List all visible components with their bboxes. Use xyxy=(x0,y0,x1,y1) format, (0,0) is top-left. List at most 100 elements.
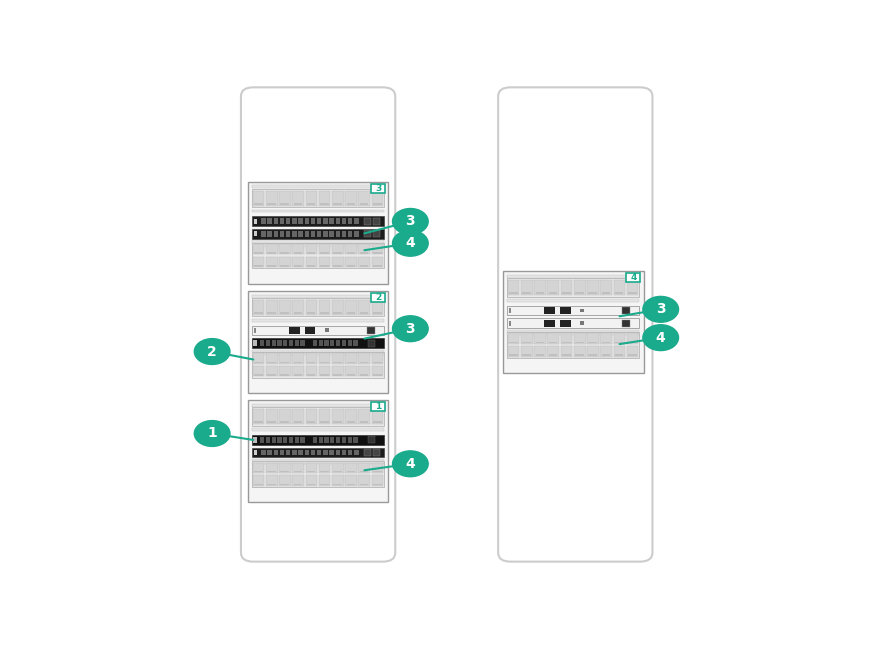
Bar xyxy=(252,229,384,239)
Bar xyxy=(373,230,380,237)
Bar xyxy=(252,189,384,207)
Bar xyxy=(372,475,383,486)
Bar xyxy=(307,312,315,314)
Bar xyxy=(305,191,317,206)
Bar xyxy=(522,355,531,356)
Bar xyxy=(372,257,383,267)
Text: 3: 3 xyxy=(656,303,666,316)
Bar xyxy=(573,333,586,344)
Bar xyxy=(252,339,384,348)
Bar xyxy=(277,340,281,346)
Bar xyxy=(253,257,265,267)
Bar xyxy=(305,327,315,334)
Bar xyxy=(319,366,330,377)
Bar xyxy=(507,299,639,302)
Bar xyxy=(332,366,343,377)
Bar xyxy=(295,437,299,442)
Bar xyxy=(613,346,625,357)
Bar xyxy=(267,362,276,363)
Bar xyxy=(334,484,342,485)
Bar xyxy=(561,346,573,357)
Bar xyxy=(254,232,257,236)
Bar xyxy=(254,328,256,333)
Bar xyxy=(266,191,278,206)
Bar xyxy=(561,280,573,295)
Bar xyxy=(266,300,278,315)
Bar xyxy=(254,450,257,455)
Bar xyxy=(587,346,599,357)
Bar xyxy=(509,308,512,313)
Bar xyxy=(336,340,340,346)
Bar xyxy=(342,437,346,442)
Bar xyxy=(507,278,639,297)
Bar xyxy=(587,280,599,295)
Bar xyxy=(252,350,384,352)
Bar xyxy=(294,421,303,423)
Bar xyxy=(359,252,368,254)
Bar xyxy=(300,340,304,346)
Bar xyxy=(319,409,330,424)
Bar xyxy=(252,435,384,444)
Bar xyxy=(602,342,611,343)
Bar xyxy=(253,437,257,442)
Bar xyxy=(281,484,289,485)
Bar xyxy=(252,462,384,464)
Bar xyxy=(319,462,330,473)
Bar xyxy=(254,484,263,485)
Bar xyxy=(353,340,358,346)
Bar xyxy=(254,362,263,363)
Bar xyxy=(253,340,257,346)
Circle shape xyxy=(393,230,428,256)
Circle shape xyxy=(643,297,679,322)
Bar xyxy=(267,421,276,423)
Circle shape xyxy=(393,316,428,342)
Bar xyxy=(345,191,357,206)
Bar xyxy=(372,293,385,302)
Bar xyxy=(267,484,276,485)
Bar xyxy=(307,374,315,376)
Bar xyxy=(622,320,630,326)
Bar xyxy=(332,409,343,424)
Text: 3: 3 xyxy=(405,214,415,228)
Bar xyxy=(549,355,558,356)
Bar xyxy=(348,231,352,237)
Bar xyxy=(283,437,288,442)
Bar xyxy=(266,409,278,424)
Bar xyxy=(292,300,304,315)
Bar xyxy=(503,271,643,373)
Bar xyxy=(294,362,303,363)
Bar xyxy=(358,300,370,315)
Bar xyxy=(286,231,290,237)
Bar xyxy=(292,409,304,424)
Bar xyxy=(373,374,381,376)
Bar xyxy=(289,437,293,442)
Bar xyxy=(319,353,330,364)
Bar xyxy=(252,459,384,461)
Bar xyxy=(281,312,289,314)
Bar xyxy=(342,450,346,455)
Bar xyxy=(334,252,342,254)
Bar xyxy=(254,265,263,266)
Bar xyxy=(615,355,623,356)
Bar xyxy=(372,353,383,364)
Bar xyxy=(521,280,533,295)
Bar xyxy=(549,342,558,343)
Bar xyxy=(628,355,636,356)
Bar xyxy=(347,471,355,472)
Bar xyxy=(548,333,559,344)
Bar xyxy=(580,308,584,312)
Bar xyxy=(295,340,299,346)
Bar xyxy=(560,320,571,326)
Bar xyxy=(365,230,371,237)
Bar xyxy=(627,280,638,295)
Bar xyxy=(260,340,265,346)
Bar xyxy=(266,340,270,346)
Bar xyxy=(281,362,289,363)
Bar xyxy=(332,191,343,206)
Bar xyxy=(507,275,639,278)
Bar xyxy=(345,257,357,267)
Bar xyxy=(253,409,265,424)
Bar xyxy=(292,450,296,455)
Bar xyxy=(254,219,257,224)
Bar xyxy=(359,374,368,376)
